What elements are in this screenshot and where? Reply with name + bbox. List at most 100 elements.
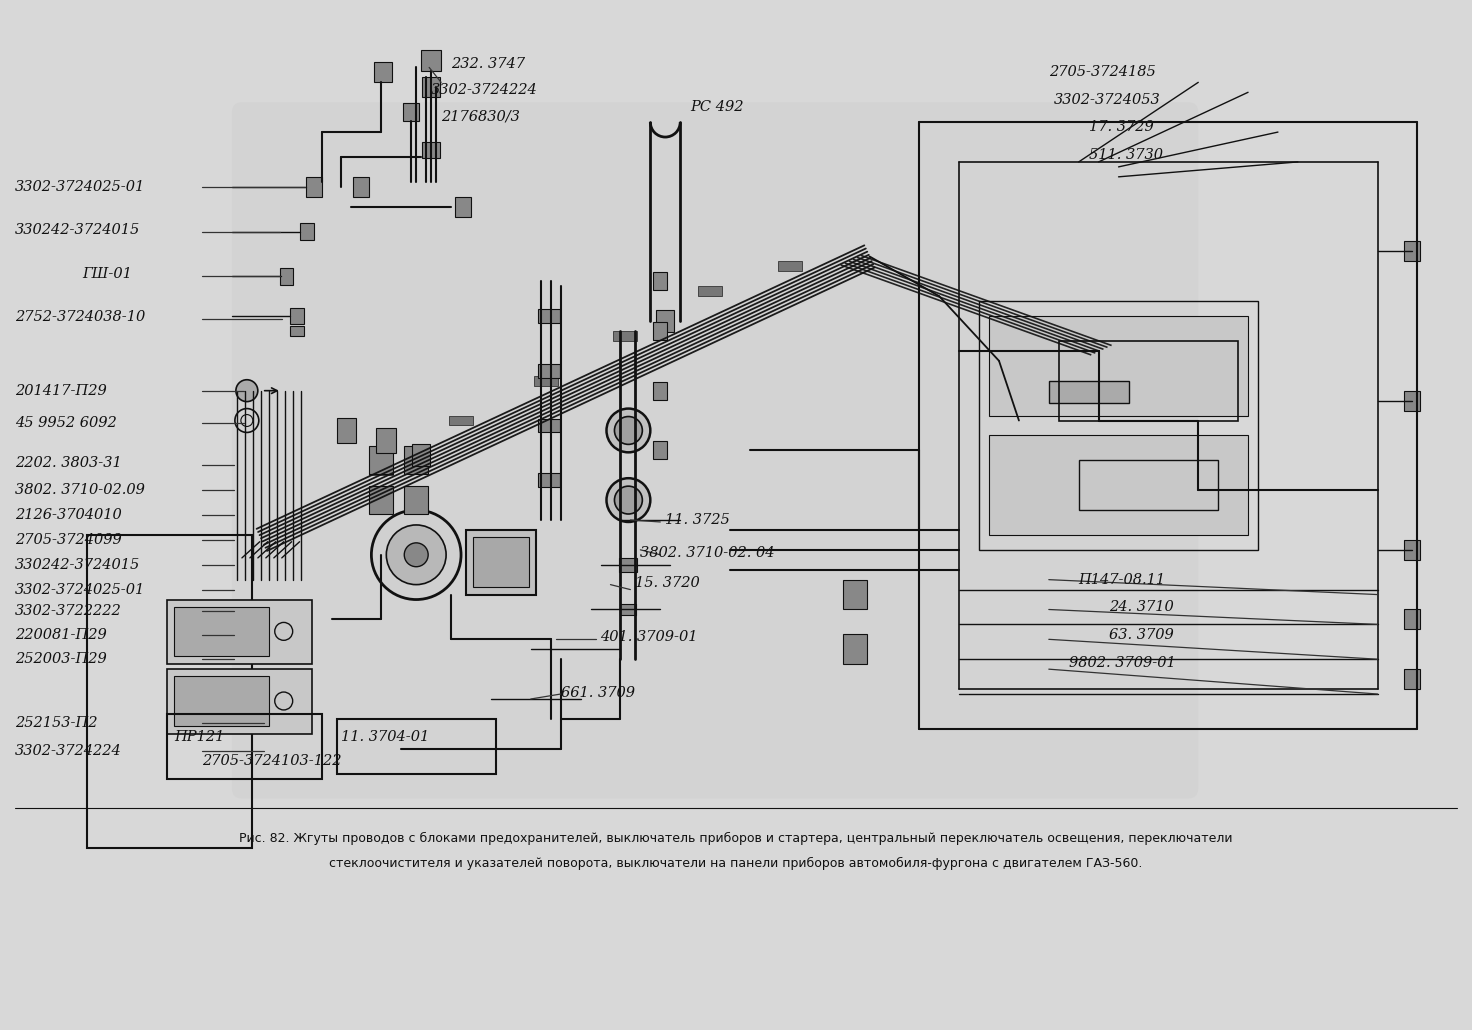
Text: 2705-3724103-122: 2705-3724103-122 — [202, 754, 342, 767]
Text: стеклоочистителя и указателей поворота, выключатели на панели приборов автомобил: стеклоочистителя и указателей поворота, … — [330, 857, 1142, 869]
Circle shape — [371, 510, 461, 599]
Bar — [455, 197, 471, 216]
Text: 3302-3724025-01: 3302-3724025-01 — [15, 180, 144, 194]
Text: 63. 3709: 63. 3709 — [1108, 628, 1173, 643]
Bar — [989, 316, 1248, 415]
Text: 11. 3704-01: 11. 3704-01 — [342, 730, 430, 744]
Bar — [369, 446, 393, 474]
Text: 17. 3729: 17. 3729 — [1089, 121, 1154, 134]
Bar — [614, 331, 637, 341]
Text: 252003-П29: 252003-П29 — [15, 652, 106, 666]
Bar — [280, 268, 293, 284]
Bar — [467, 529, 536, 594]
Bar — [174, 607, 269, 656]
Bar — [979, 301, 1259, 550]
Bar — [369, 466, 393, 475]
Bar — [353, 177, 369, 197]
Text: 3302-3724224: 3302-3724224 — [431, 83, 537, 97]
Bar — [1058, 341, 1238, 420]
Bar — [654, 272, 667, 290]
Bar — [1404, 241, 1420, 262]
Bar — [989, 436, 1248, 535]
Bar — [422, 77, 440, 97]
Text: Рис. 82. Жгуты проводов с блоками предохранителей, выключатель приборов и старте: Рис. 82. Жгуты проводов с блоками предох… — [240, 831, 1232, 845]
Bar — [337, 719, 496, 774]
Text: 330242-3724015: 330242-3724015 — [15, 557, 140, 572]
Text: 24. 3710: 24. 3710 — [1108, 600, 1173, 615]
Text: 11. 3725: 11. 3725 — [665, 513, 730, 527]
Bar — [174, 676, 269, 726]
Bar — [300, 222, 314, 240]
Bar — [87, 535, 252, 848]
Text: 401. 3709-01: 401. 3709-01 — [601, 630, 698, 645]
Text: 3302-3724053: 3302-3724053 — [1054, 94, 1160, 107]
Circle shape — [614, 416, 642, 444]
Text: 15. 3720: 15. 3720 — [636, 576, 701, 589]
Bar — [1404, 670, 1420, 689]
Bar — [654, 442, 667, 459]
Bar — [1404, 390, 1420, 411]
Circle shape — [386, 525, 446, 585]
Bar — [290, 327, 303, 336]
Text: 2705-3724099: 2705-3724099 — [15, 533, 122, 547]
Bar — [473, 537, 528, 587]
Text: 3802. 3710-02. 04: 3802. 3710-02. 04 — [640, 546, 774, 559]
Bar — [369, 486, 393, 514]
Text: 3302-3724224: 3302-3724224 — [15, 744, 122, 758]
Bar — [168, 714, 321, 779]
Bar — [405, 486, 428, 514]
Text: 2126-3704010: 2126-3704010 — [15, 508, 122, 522]
Bar — [168, 599, 312, 664]
Bar — [1079, 460, 1219, 510]
Bar — [654, 322, 667, 340]
Circle shape — [614, 486, 642, 514]
Text: 3302-3722222: 3302-3722222 — [15, 605, 122, 618]
Bar — [654, 382, 667, 400]
Text: 2176830/3: 2176830/3 — [442, 109, 520, 124]
Circle shape — [606, 409, 651, 452]
Bar — [421, 49, 442, 71]
Text: П147-08.11: П147-08.11 — [1079, 573, 1166, 587]
Bar — [1404, 540, 1420, 559]
Text: 232. 3747: 232. 3747 — [450, 58, 526, 71]
Bar — [534, 376, 558, 385]
Text: 252153-П2: 252153-П2 — [15, 716, 97, 730]
Bar — [698, 286, 723, 297]
Bar — [537, 418, 559, 433]
Circle shape — [405, 543, 428, 567]
Text: 2202. 3803-31: 2202. 3803-31 — [15, 456, 122, 471]
Bar — [168, 670, 312, 733]
Bar — [657, 310, 674, 332]
Bar — [377, 428, 396, 453]
Bar — [537, 473, 559, 487]
Bar — [422, 142, 440, 158]
Text: 3802. 3710-02.09: 3802. 3710-02.09 — [15, 483, 144, 497]
Bar — [405, 446, 428, 474]
Text: 330242-3724015: 330242-3724015 — [15, 222, 140, 237]
Bar — [374, 63, 393, 82]
Circle shape — [606, 478, 651, 522]
Bar — [412, 444, 430, 467]
Bar — [842, 580, 867, 610]
Text: 2705-3724185: 2705-3724185 — [1050, 65, 1156, 79]
Circle shape — [236, 380, 258, 402]
Text: 201417-П29: 201417-П29 — [15, 383, 106, 398]
Text: 2752-3724038-10: 2752-3724038-10 — [15, 310, 144, 324]
Bar — [777, 262, 802, 271]
Text: 511. 3730: 511. 3730 — [1089, 148, 1163, 162]
Bar — [537, 309, 559, 323]
Text: 3302-3724025-01: 3302-3724025-01 — [15, 583, 144, 596]
Text: 661. 3709: 661. 3709 — [561, 686, 634, 700]
Text: 220081-П29: 220081-П29 — [15, 628, 106, 643]
Bar — [537, 364, 559, 378]
Bar — [1404, 610, 1420, 629]
Bar — [306, 177, 321, 197]
Text: ГШ-01: ГШ-01 — [82, 268, 132, 281]
FancyBboxPatch shape — [233, 102, 1198, 798]
Bar — [337, 418, 356, 443]
Text: 45 9952 6092: 45 9952 6092 — [15, 415, 116, 430]
Bar — [620, 604, 636, 616]
Text: 9802. 3709-01: 9802. 3709-01 — [1069, 656, 1176, 671]
Bar — [403, 103, 420, 122]
Bar — [290, 308, 303, 324]
